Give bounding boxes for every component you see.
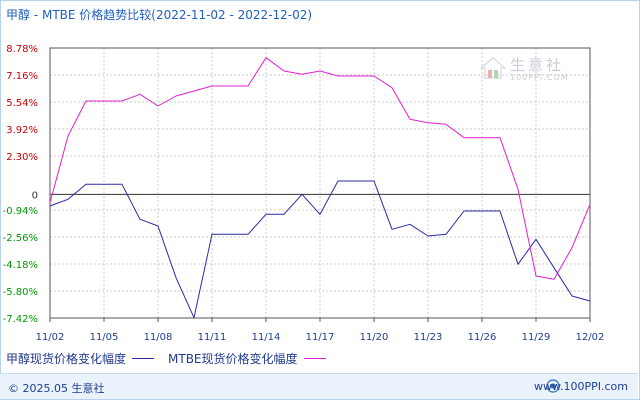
x-tick-label: 11/14 [252, 332, 281, 343]
y-tick-label: 2.30% [6, 152, 38, 163]
x-tick-label: 11/08 [144, 332, 173, 343]
y-tick-label: 0 [32, 190, 38, 201]
legend-label-mtbe: MTBE现货价格变化幅度 [168, 352, 298, 366]
legend: 甲醇现货价格变化幅度 MTBE现货价格变化幅度 [6, 350, 340, 367]
y-tick-label: -5.80% [3, 287, 38, 298]
x-tick-label: 11/26 [468, 332, 497, 343]
grid-layer [49, 47, 591, 319]
series-line-methanol [49, 180, 591, 319]
axis-layer [49, 47, 591, 322]
x-tick-label: 11/02 [36, 332, 65, 343]
y-tick-label: 3.92% [6, 125, 38, 136]
y-tick-label: -4.18% [3, 260, 38, 271]
copyright-text: © 2025.05 生意社 [8, 382, 105, 395]
x-tick-label: 11/17 [306, 332, 335, 343]
watermark-url: 100PPI.COM [510, 73, 569, 82]
site-logo-icon [546, 379, 560, 393]
series-line-mtbe [49, 57, 591, 280]
legend-label-methanol: 甲醇现货价格变化幅度 [6, 352, 127, 366]
y-tick-label: 7.16% [6, 71, 38, 82]
site-link[interactable]: www.100PPI.com [534, 380, 628, 393]
x-tick-label: 12/02 [576, 332, 605, 343]
x-tick-label: 11/11 [198, 332, 227, 343]
chart-title: 甲醇 - MTBE 价格趋势比较(2022-11-02 - 2022-12-02… [6, 8, 313, 22]
x-tick-label: 11/05 [90, 332, 119, 343]
y-tick-label: 5.54% [6, 98, 38, 109]
y-tick-label: -0.94% [3, 206, 38, 217]
x-tick-label: 11/23 [414, 332, 443, 343]
y-tick-label: -7.42% [3, 314, 38, 325]
x-tick-label: 11/29 [522, 332, 551, 343]
plot-border [49, 47, 591, 319]
legend-swatch-methanol [132, 358, 155, 359]
legend-swatch-mtbe [303, 358, 326, 359]
footer: © 2025.05 生意社 www.100PPI.com [0, 373, 638, 399]
y-tick-label: -2.56% [3, 233, 38, 244]
x-tick-label: 11/20 [360, 332, 389, 343]
label-layer: 8.78% 7.16% 5.54% 3.92% 2.30% 0 -0.94% -2.56% -4… [3, 44, 605, 343]
series-layer [49, 57, 591, 319]
y-tick-label: 8.78% [6, 44, 38, 55]
